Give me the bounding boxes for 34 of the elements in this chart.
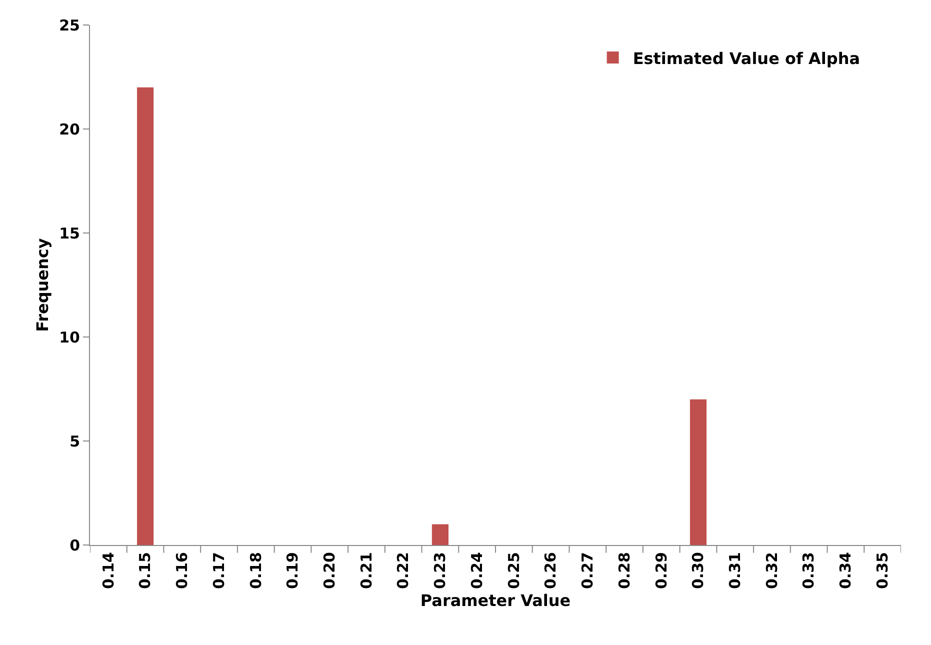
y-tick-label: 5 xyxy=(70,432,80,450)
x-tick-label: 0.21 xyxy=(357,552,376,590)
x-tick-label: 0.30 xyxy=(689,552,708,590)
bar xyxy=(690,399,707,545)
x-tick-label: 0.22 xyxy=(394,552,412,590)
x-tick-label: 0.15 xyxy=(136,552,154,590)
x-tick-label: 0.18 xyxy=(246,552,265,590)
x-tick-label: 0.35 xyxy=(873,552,892,590)
y-tick-label: 0 xyxy=(70,536,80,554)
x-tick-label: 0.19 xyxy=(284,552,302,590)
x-tick-label: 0.23 xyxy=(431,552,450,590)
x-tick-label: 0.25 xyxy=(504,552,523,590)
y-tick-label: 25 xyxy=(59,16,80,34)
legend-label: Estimated Value of Alpha xyxy=(632,48,860,68)
x-tick-label: 0.24 xyxy=(468,552,486,590)
y-tick-label: 15 xyxy=(59,224,80,242)
x-tick-label: 0.20 xyxy=(320,552,338,590)
x-tick-label: 0.29 xyxy=(652,552,670,590)
x-tick-label: 0.16 xyxy=(173,552,192,590)
x-tick-label: 0.27 xyxy=(578,552,597,590)
x-tick-label: 0.28 xyxy=(615,552,634,590)
x-tick-label: 0.17 xyxy=(210,552,228,590)
x-tick-label: 0.26 xyxy=(542,552,560,590)
x-axis-title: Parameter Value xyxy=(420,591,571,610)
x-tick-label: 0.33 xyxy=(800,552,818,590)
x-tick-label: 0.31 xyxy=(726,552,744,590)
y-tick-label: 10 xyxy=(59,328,80,346)
bar xyxy=(432,524,448,545)
y-tick-label: 20 xyxy=(59,120,80,138)
x-tick-label: 0.34 xyxy=(836,552,855,590)
x-tick-label: 0.32 xyxy=(762,552,781,590)
x-tick-label: 0.14 xyxy=(99,552,118,590)
y-axis-title: Frequency xyxy=(33,238,52,332)
bar xyxy=(137,87,154,545)
